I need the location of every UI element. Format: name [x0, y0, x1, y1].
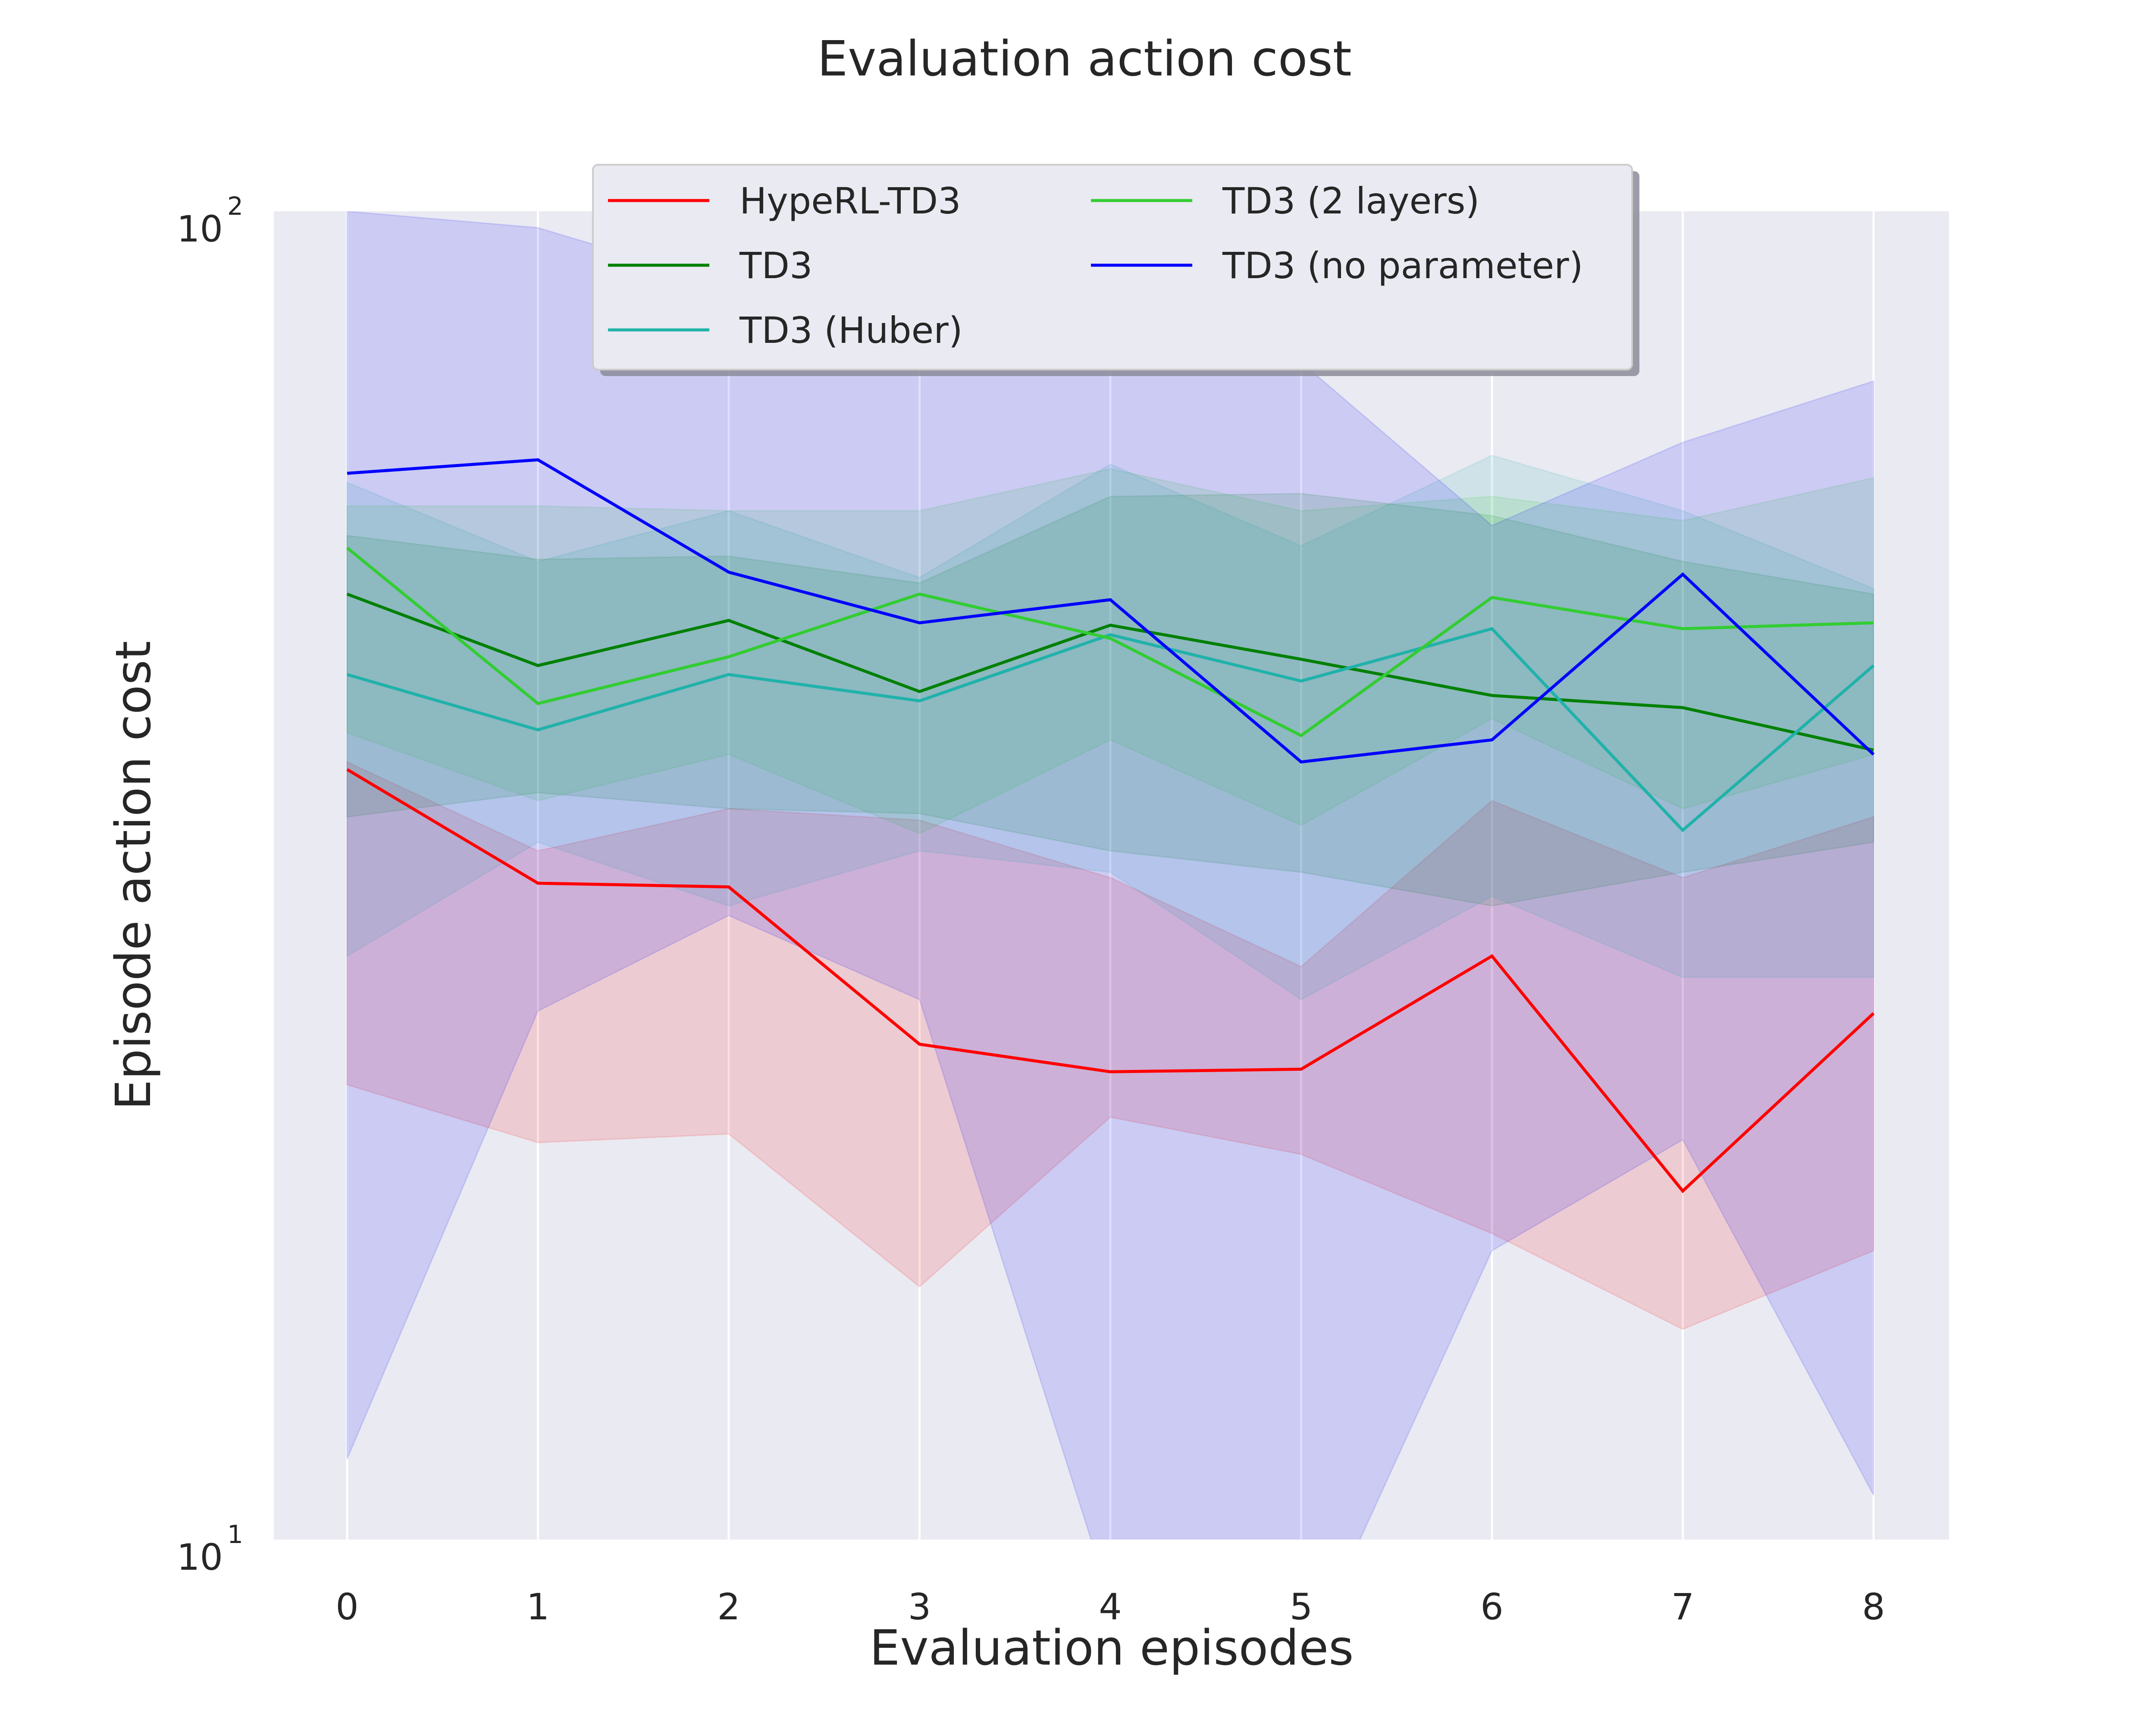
- legend-label-4: TD3 (no parameter): [1222, 245, 1583, 287]
- chart-title: Evaluation action cost: [817, 31, 1351, 87]
- y-tick-exponent: 1: [227, 1520, 243, 1549]
- x-tick-label: 8: [1862, 1586, 1885, 1628]
- line-2: [347, 627, 1875, 833]
- line-0: [346, 768, 1875, 1193]
- legend-label-3: TD3 (2 layers): [1222, 180, 1479, 222]
- legend-label-1: TD3: [739, 245, 812, 287]
- line-1: [346, 593, 1874, 752]
- legend-label-0: HypeRL-TD3: [740, 180, 961, 222]
- x-axis-label: Evaluation episodes: [870, 1620, 1354, 1676]
- x-tick-label: 0: [335, 1586, 358, 1628]
- series-lines: [346, 458, 1875, 1193]
- grid: [346, 211, 1875, 1540]
- x-tick-label: 5: [1290, 1586, 1313, 1628]
- x-ticks: 0 1 2 3 4 5 6 7 8: [335, 1586, 1885, 1628]
- legend: HypeRL-TD3 TD3 TD3 (Huber) TD3 (2 layers) TD…: [592, 164, 1639, 376]
- x-tick-label: 1: [526, 1586, 549, 1628]
- legend-entries: HypeRL-TD3 TD3 TD3 (Huber) TD3 (2 layers) TD…: [608, 180, 1583, 351]
- x-tick-label: 2: [717, 1586, 740, 1628]
- x-tick-label: 6: [1480, 1586, 1503, 1628]
- band-0: [346, 761, 1874, 1330]
- y-tick-exponent: 2: [227, 191, 243, 221]
- y-tick-label: 10: [177, 208, 223, 250]
- y-axis-label: Episode action cost: [106, 641, 162, 1110]
- line-3: [346, 546, 1874, 737]
- x-tick-label: 3: [908, 1586, 931, 1628]
- legend-label-2: TD3 (Huber): [739, 309, 963, 351]
- band-2: [346, 455, 1874, 1000]
- x-tick-label: 4: [1099, 1586, 1122, 1628]
- x-tick-label: 7: [1671, 1586, 1694, 1628]
- line-4: [347, 458, 1875, 764]
- y-tick-label: 10: [177, 1536, 223, 1578]
- legend-box: [592, 164, 1633, 370]
